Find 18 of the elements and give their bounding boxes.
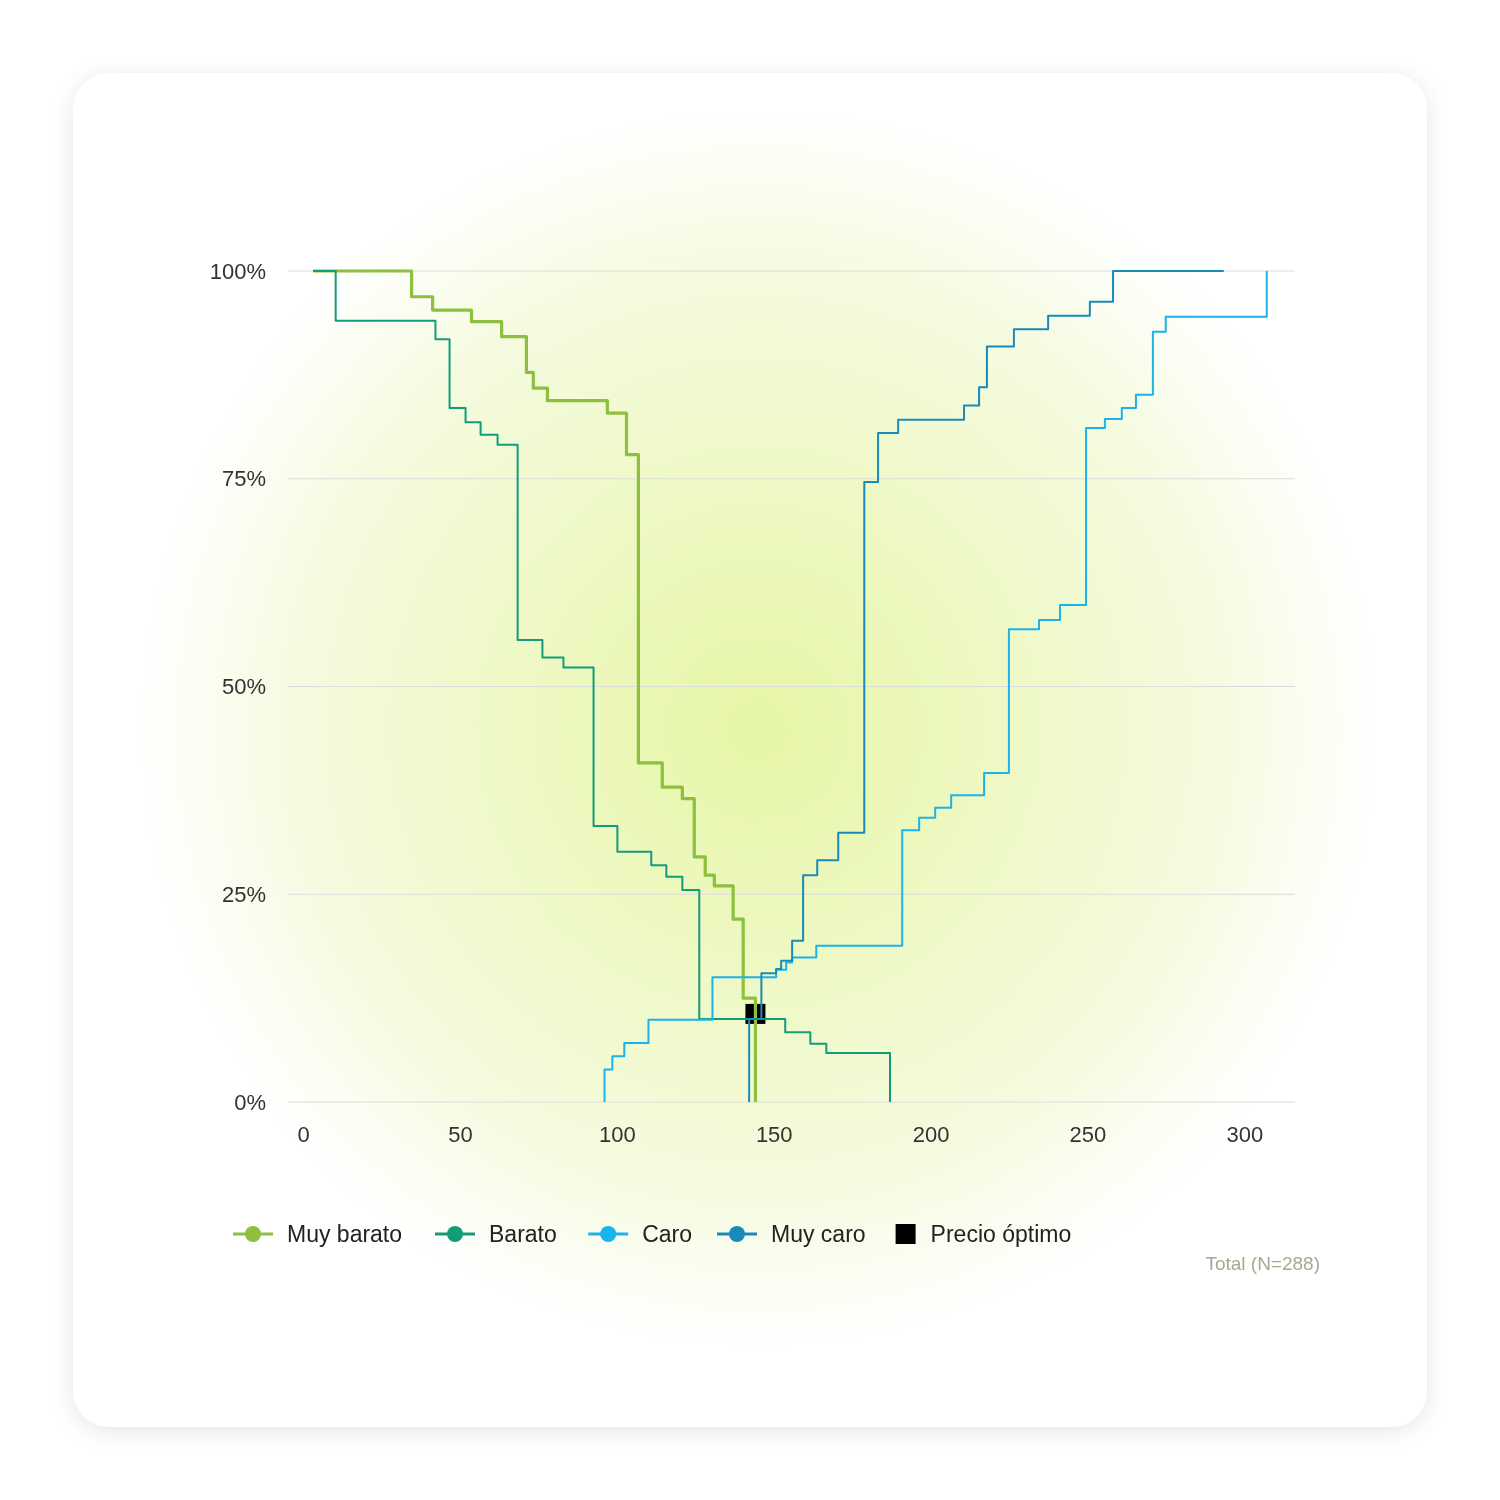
x-tick-label: 300 [1226,1121,1264,1147]
y-tick-label: 100% [209,258,266,284]
y-tick-label: 0% [234,1089,266,1115]
y-tick-label: 50% [221,674,266,700]
y-tick-label: 25% [221,881,266,907]
x-tick-label: 200 [912,1121,950,1147]
legend-label: Precio óptimo [930,1221,1072,1248]
x-tick-label: 50 [448,1121,473,1147]
legend-label: Caro [642,1221,693,1248]
x-tick-label: 250 [1069,1121,1107,1147]
legend-label: Muy barato [287,1221,403,1248]
x-tick-label: 100 [599,1121,636,1147]
legend-label: Muy caro [771,1221,866,1248]
x-tick-label: 0 [297,1121,310,1147]
y-tick-label: 75% [221,466,266,492]
legend-label: Barato [489,1221,557,1248]
x-tick-label: 150 [755,1121,793,1147]
text: Total (N=288) [1205,1252,1320,1274]
